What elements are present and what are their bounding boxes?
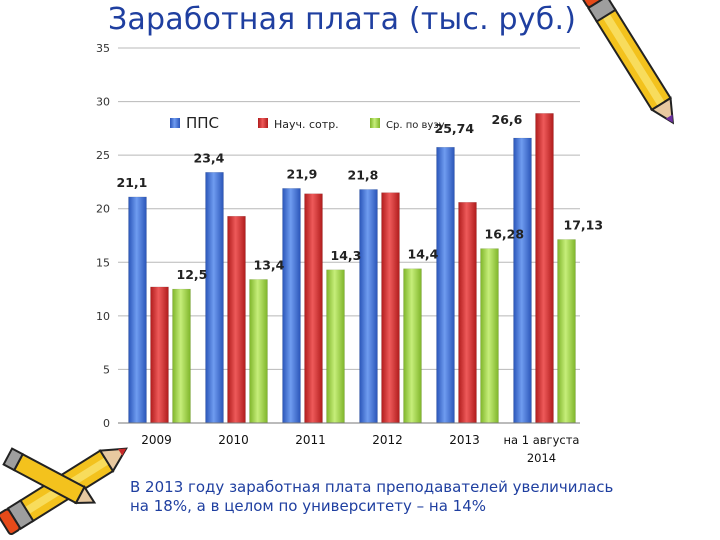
y-tick-label: 0	[103, 417, 110, 430]
data-labels: 21,1 12,5 23,4 13,4 21,9 14,3 21,8 14,4 25,74 16,…	[117, 112, 604, 282]
bar-vuz	[403, 268, 422, 424]
bar-vuz	[172, 288, 191, 424]
data-label: 17,13	[564, 217, 604, 232]
legend-label: Науч. сотр.	[274, 118, 339, 131]
y-tick-label: 10	[96, 310, 110, 323]
page-title: Заработная плата (тыс. руб.)	[108, 2, 577, 37]
x-tick-label: 2011	[295, 433, 326, 447]
bar-vuz	[249, 279, 268, 424]
bar-vuz	[480, 248, 499, 424]
pencil-icon-top-right	[582, 0, 675, 125]
y-tick-label: 25	[96, 149, 110, 162]
data-label: 26,6	[492, 112, 523, 127]
data-label: 12,5	[177, 267, 208, 282]
legend-swatch	[370, 118, 380, 128]
data-label: 23,4	[194, 150, 225, 165]
caption-line-1: В 2013 году заработная плата преподавате…	[130, 478, 614, 496]
x-tick-label: 2009	[141, 433, 172, 447]
legend-label: ППС	[186, 114, 219, 132]
bar-nauch	[535, 113, 554, 424]
y-tick-label: 5	[103, 363, 110, 376]
caption-line-2: на 18%, а в целом по университету – на 1…	[130, 497, 486, 515]
x-tick-label: 2013	[449, 433, 480, 447]
bar-pps	[205, 172, 224, 424]
data-label: 21,8	[348, 167, 379, 182]
bar-pps	[282, 188, 301, 424]
x-tick-label: 2010	[218, 433, 249, 447]
data-label: 14,3	[331, 248, 362, 263]
caption: В 2013 году заработная плата преподавате…	[130, 478, 690, 516]
bar-nauch	[458, 202, 477, 424]
bar-pps	[436, 146, 455, 424]
y-tick-label: 30	[96, 96, 110, 109]
y-tick-label: 35	[96, 42, 110, 55]
data-label: 25,74	[435, 121, 475, 136]
axes: 0 5 10 15 20 25 30 35 2009 2010 2011 2012 2013 на 1 а…	[96, 42, 580, 465]
bar-nauch	[227, 215, 246, 424]
bar-nauch	[150, 286, 169, 424]
bar-pps	[359, 189, 378, 424]
bar-pps	[513, 137, 532, 424]
data-label: 21,1	[117, 175, 148, 190]
legend-swatch	[258, 118, 268, 128]
data-label: 14,4	[408, 247, 439, 262]
data-label: 16,28	[485, 227, 525, 242]
legend-label: Ср. по вузу	[386, 120, 445, 131]
bar-pps	[128, 196, 147, 424]
x-tick-label: 2012	[372, 433, 403, 447]
x-tick-label: 2014	[527, 451, 556, 465]
data-label: 13,4	[254, 257, 285, 272]
pencil-icon-bottom-left-2	[2, 447, 97, 505]
bar-nauch	[304, 193, 323, 424]
legend: ППС Науч. сотр. Ср. по вузу	[170, 114, 445, 132]
bar-vuz	[557, 239, 576, 424]
x-tick-label: на 1 августа	[504, 433, 580, 447]
y-tick-label: 20	[96, 203, 110, 216]
bar-vuz	[326, 269, 345, 424]
y-tick-label: 15	[96, 256, 110, 269]
bar-nauch	[381, 192, 400, 424]
data-label: 21,9	[287, 166, 318, 181]
legend-swatch	[170, 118, 180, 128]
